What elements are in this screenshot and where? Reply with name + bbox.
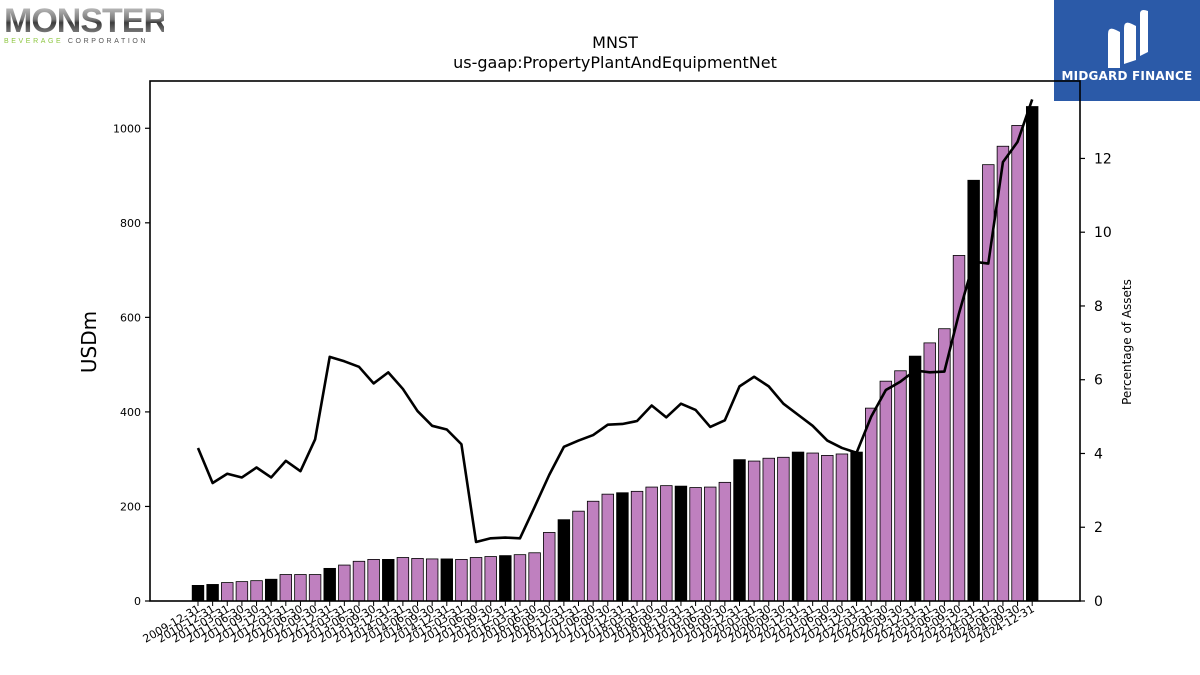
chart-subtitle: us-gaap:PropertyPlantAndEquipmentNet bbox=[453, 53, 777, 72]
y-axis-label: USDm bbox=[77, 311, 101, 373]
bar bbox=[308, 574, 322, 602]
bar bbox=[396, 557, 410, 602]
bar bbox=[513, 554, 527, 602]
y2-tick-label: 10 bbox=[1094, 225, 1112, 241]
bar bbox=[762, 457, 775, 602]
bar bbox=[1025, 106, 1039, 602]
y-tick-label: 400 bbox=[120, 406, 141, 419]
bar bbox=[645, 486, 658, 602]
bar bbox=[382, 559, 395, 602]
bar bbox=[894, 370, 907, 602]
y2-tick-label: 6 bbox=[1094, 373, 1103, 389]
bar-series bbox=[191, 106, 1039, 602]
bar bbox=[528, 552, 541, 602]
y2-tick-label: 12 bbox=[1094, 151, 1112, 167]
y-tick-label: 600 bbox=[120, 311, 141, 324]
bar bbox=[733, 459, 746, 602]
monster-logo-word: MONSTER bbox=[4, 2, 168, 40]
midgard-logo-icon bbox=[1108, 10, 1148, 69]
bar bbox=[806, 452, 819, 602]
bar bbox=[616, 492, 629, 602]
bar bbox=[206, 584, 219, 602]
bar bbox=[586, 500, 600, 602]
bar bbox=[674, 485, 688, 602]
bar bbox=[601, 493, 614, 602]
bar bbox=[235, 581, 249, 602]
monster-logo: MONSTER BEVERAGE CORPORATION bbox=[4, 2, 168, 48]
y2-tick-label: 0 bbox=[1094, 594, 1103, 610]
bar bbox=[425, 558, 439, 602]
bar bbox=[323, 567, 336, 602]
bar bbox=[952, 255, 966, 602]
bar bbox=[791, 451, 805, 602]
bar bbox=[996, 145, 1010, 602]
bar bbox=[660, 485, 673, 602]
bar bbox=[923, 342, 936, 602]
bar bbox=[865, 407, 878, 602]
bar bbox=[264, 578, 278, 602]
y2-tick-label: 4 bbox=[1094, 446, 1103, 462]
bar bbox=[821, 454, 834, 602]
axes bbox=[145, 80, 1085, 606]
percentage-line bbox=[196, 99, 1034, 544]
bar bbox=[221, 582, 234, 602]
tick-labels: 020040060080010000246810122009-12-312010… bbox=[113, 122, 1112, 645]
bar bbox=[967, 179, 980, 602]
bar bbox=[835, 453, 849, 602]
bar bbox=[367, 559, 380, 602]
bar bbox=[469, 557, 483, 602]
bar bbox=[777, 456, 790, 602]
y-tick-label: 0 bbox=[134, 595, 141, 608]
bar bbox=[279, 574, 293, 602]
plot-frame bbox=[149, 80, 1081, 602]
line-series bbox=[196, 99, 1034, 544]
bar bbox=[630, 490, 644, 602]
y2-tick-label: 8 bbox=[1094, 299, 1103, 315]
midgard-logo-text: MIDGARD FINANCE bbox=[1061, 69, 1193, 83]
bar bbox=[1011, 125, 1024, 602]
bar bbox=[499, 555, 512, 602]
bar bbox=[484, 556, 497, 602]
bar bbox=[411, 558, 424, 602]
bar bbox=[747, 460, 761, 602]
bar bbox=[572, 510, 585, 602]
bar bbox=[294, 574, 307, 602]
bar bbox=[908, 355, 922, 602]
y2-axis-label: Percentage of Assets bbox=[1120, 279, 1134, 405]
y-tick-label: 800 bbox=[120, 217, 141, 230]
y2-tick-label: 2 bbox=[1094, 520, 1103, 536]
bar bbox=[250, 580, 263, 602]
monster-logo-sub-a: BEVERAGE bbox=[4, 38, 64, 45]
bar bbox=[455, 559, 468, 602]
y-tick-label: 200 bbox=[120, 500, 141, 513]
bar bbox=[543, 532, 556, 602]
bar bbox=[689, 487, 702, 602]
bar bbox=[704, 486, 717, 602]
bar bbox=[879, 380, 893, 602]
midgard-finance-logo: MIDGARD FINANCE bbox=[1054, 0, 1200, 101]
monster-logo-sub-b: CORPORATION bbox=[67, 38, 149, 45]
bar bbox=[191, 585, 205, 602]
bar bbox=[850, 451, 863, 602]
bar bbox=[718, 481, 732, 602]
monster-logo-subtitle: BEVERAGE CORPORATION bbox=[4, 38, 164, 45]
bar bbox=[440, 558, 453, 602]
bar bbox=[557, 519, 571, 602]
chart-title: MNST bbox=[592, 33, 638, 52]
bar bbox=[352, 560, 366, 602]
y-tick-label: 1000 bbox=[113, 122, 141, 135]
bar bbox=[338, 564, 351, 602]
